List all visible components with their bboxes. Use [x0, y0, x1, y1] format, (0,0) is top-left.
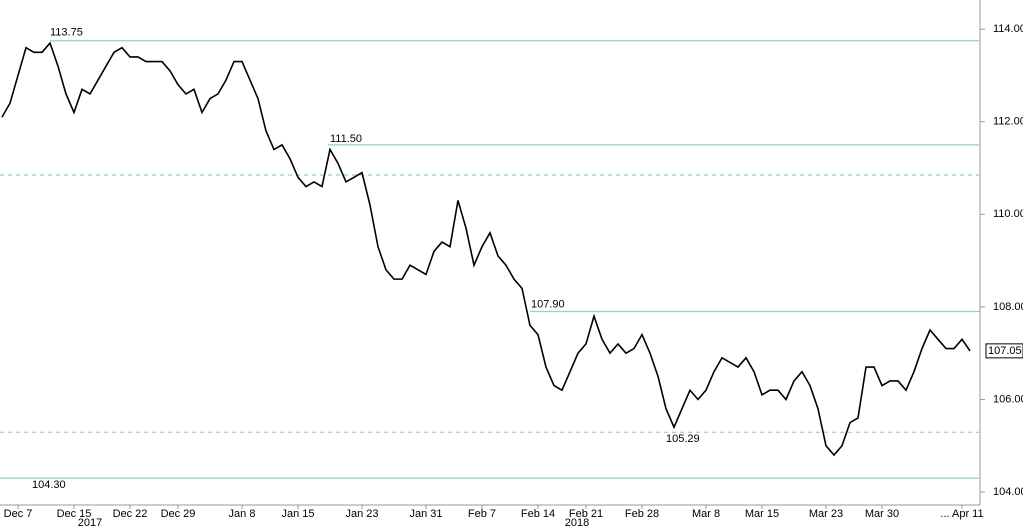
- price-line: [1, 41, 971, 457]
- x-tick-label: Dec 29: [161, 508, 196, 520]
- y-tick-label: 114.00: [993, 23, 1023, 35]
- x-tick-label: Mar 23: [809, 508, 843, 520]
- x-tick-label: Dec 22: [113, 508, 148, 520]
- y-tick-label: 110.00: [993, 208, 1023, 220]
- year-label: 2017: [78, 517, 102, 529]
- x-tick-label: Dec 7: [4, 508, 33, 520]
- x-tick-label: Feb 21: [569, 508, 603, 520]
- last-value-box: [985, 343, 1023, 359]
- x-tick-label: Feb 7: [468, 508, 496, 520]
- last-value-label: 107.05: [988, 345, 1022, 357]
- x-tick-label: Jan 15: [281, 508, 314, 520]
- level-label: 113.75: [50, 27, 83, 39]
- level-label: 107.90: [531, 298, 565, 310]
- x-tick-label: Jan 23: [345, 508, 378, 520]
- y-tick-label: 112.00: [993, 116, 1023, 128]
- x-tick-label: Mar 30: [865, 508, 899, 520]
- x-tick-label: Jan 31: [409, 508, 442, 520]
- level-label: 104.30: [32, 479, 66, 491]
- level-label: 111.50: [330, 133, 362, 145]
- y-tick-label: 108.00: [993, 301, 1023, 313]
- x-tick-label: Mar 8: [692, 508, 720, 520]
- x-tick-label: Mar 15: [745, 508, 779, 520]
- year-label: 2018: [565, 517, 589, 529]
- x-tick-label: Feb 14: [521, 508, 555, 520]
- x-tick-label: Feb 28: [625, 508, 659, 520]
- x-tick-label: ... Apr 11: [940, 508, 983, 520]
- y-tick-label: 106.00: [993, 393, 1023, 405]
- x-tick-label: Jan 8: [229, 508, 256, 520]
- level-label: 105.29: [666, 433, 700, 445]
- y-tick-label: 104.00: [993, 486, 1023, 498]
- x-tick-label: Dec 15: [57, 508, 92, 520]
